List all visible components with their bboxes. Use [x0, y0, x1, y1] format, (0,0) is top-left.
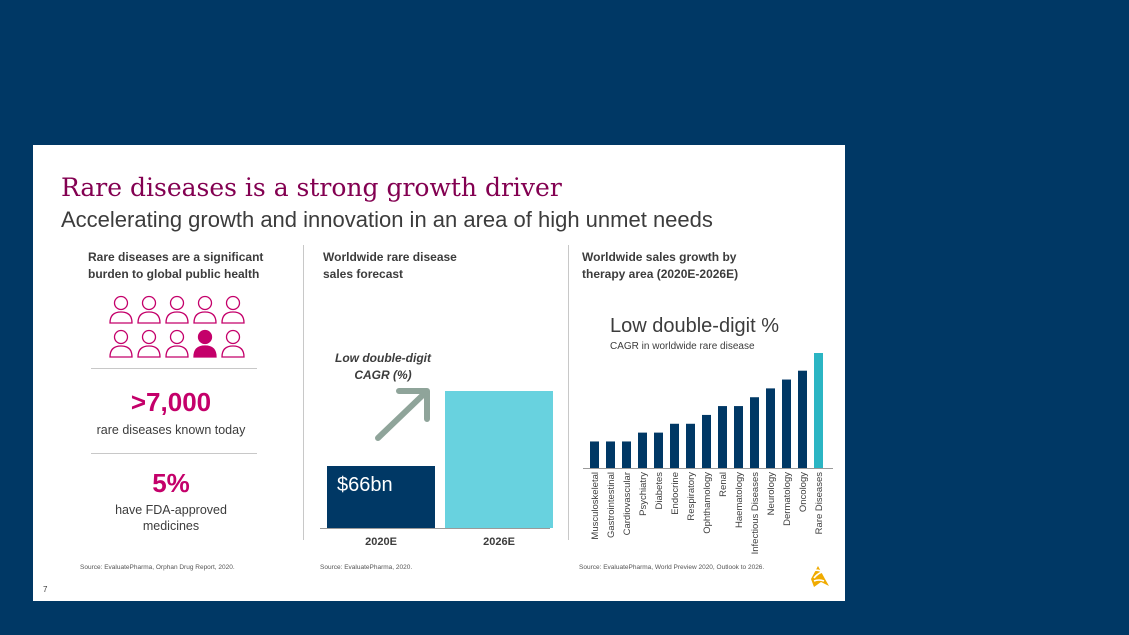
therapy-x-label: Rare Diseases — [814, 472, 825, 535]
sales-forecast-axis — [320, 528, 550, 529]
therapy-bar — [670, 423, 679, 468]
middle-heading-line1: Worldwide rare disease — [323, 250, 457, 264]
therapy-x-label: Diabetes — [654, 472, 665, 510]
slide-subtitle: Accelerating growth and innovation in an… — [61, 207, 713, 232]
forecast-bar-2026E — [445, 391, 553, 528]
right-source: Source: EvaluatePharma, World Preview 20… — [579, 564, 765, 571]
middle-heading-line2: sales forecast — [323, 267, 404, 281]
divider-line — [91, 368, 257, 369]
therapy-x-label: Neurology — [766, 472, 777, 516]
therapy-x-label: Ophthamology — [702, 472, 713, 534]
right-heading: Worldwide sales growth by therapy area (… — [582, 249, 738, 283]
therapy-bar — [654, 432, 663, 468]
right-heading-line1: Worldwide sales growth by — [582, 250, 737, 264]
therapy-area-growth-chart: Musculoskeletal Gastrointestinal Cardiovas… — [583, 353, 833, 555]
cagr-label-line1: Low double-digit — [335, 351, 431, 365]
therapy-x-label: Endocrine — [670, 472, 681, 515]
slide-title: Rare diseases is a strong growth driver — [61, 173, 562, 202]
stat-rare-diseases-count: >7,000 — [130, 387, 212, 417]
therapy-x-label: Oncology — [798, 472, 809, 512]
therapy-bar — [638, 432, 647, 468]
forecast-x-label: 2026E — [483, 536, 515, 548]
left-heading-line2: burden to global public health — [88, 267, 260, 281]
therapy-x-label: Cardiovascular — [622, 472, 633, 535]
therapy-bar — [702, 414, 711, 468]
therapy-bar — [782, 379, 791, 468]
right-heading-line2: therapy area (2020E-2026E) — [582, 267, 739, 281]
person-icon — [109, 329, 133, 358]
right-annotation-title: Low double-digit % — [610, 315, 779, 337]
person-icon — [137, 295, 161, 324]
therapy-bar — [590, 441, 599, 468]
therapy-bar — [622, 441, 631, 468]
person-icon-highlighted — [193, 329, 217, 358]
therapy-bar — [766, 388, 775, 468]
stat-fda-approved-percent: 5% — [152, 468, 190, 498]
therapy-bar — [734, 406, 743, 468]
therapy-x-label: Psychiatry — [638, 472, 649, 516]
page-number: 7 — [43, 585, 48, 594]
left-heading: Rare diseases are a significant burden t… — [88, 249, 263, 283]
left-heading-line1: Rare diseases are a significant — [88, 250, 264, 264]
middle-heading: Worldwide rare disease sales forecast — [323, 249, 457, 283]
forecast-x-label: 2020E — [365, 536, 397, 548]
therapy-bar — [718, 406, 727, 468]
therapy-x-label: Respiratory — [686, 472, 697, 521]
stat-fda-approved-text: have FDA-approved medicines — [71, 502, 271, 534]
therapy-x-label: Haematology — [734, 472, 745, 528]
cagr-label: Low double-digit CAGR (%) — [323, 350, 443, 384]
column-divider — [303, 245, 304, 540]
therapy-bar — [750, 397, 759, 468]
person-icon — [109, 295, 133, 324]
middle-source: Source: EvaluatePharma, 2020. — [320, 564, 413, 571]
person-icon — [137, 329, 161, 358]
therapy-x-label: Gastrointestinal — [606, 472, 617, 538]
therapy-x-label: Musculoskeletal — [590, 472, 601, 540]
right-annotation-sub: CAGR in worldwide rare disease — [610, 341, 755, 352]
stat-fda-approved-text-line1: have FDA-approved — [115, 503, 227, 517]
left-source: Source: EvaluatePharma, Orphan Drug Repo… — [80, 564, 235, 571]
person-icon — [221, 329, 245, 358]
therapy-bar — [686, 423, 695, 468]
person-icon — [193, 295, 217, 324]
forecast-bar-value: $66bn — [337, 473, 393, 496]
therapy-bar — [814, 353, 823, 468]
therapy-bar — [798, 370, 807, 468]
forecast-bar-2020E — [327, 465, 435, 528]
cagr-label-line2: CAGR (%) — [354, 368, 412, 382]
divider-line — [91, 453, 257, 454]
person-icon — [165, 329, 189, 358]
people-icons-grid — [109, 295, 245, 358]
therapy-x-label: Dermatology — [782, 472, 793, 526]
person-icon — [221, 295, 245, 324]
stat-fda-approved-text-line2: medicines — [142, 519, 200, 533]
column-divider — [568, 245, 569, 540]
astrazeneca-logo-icon — [811, 566, 829, 587]
therapy-x-label: Infectious Diseases — [750, 472, 761, 555]
growth-arrow-icon — [375, 388, 430, 441]
stat-rare-diseases-text: rare diseases known today — [96, 423, 246, 437]
therapy-x-label: Renal — [718, 472, 729, 497]
therapy-bar — [606, 441, 615, 468]
person-icon — [165, 295, 189, 324]
slide: Rare diseases is a strong growth driver … — [33, 145, 845, 601]
